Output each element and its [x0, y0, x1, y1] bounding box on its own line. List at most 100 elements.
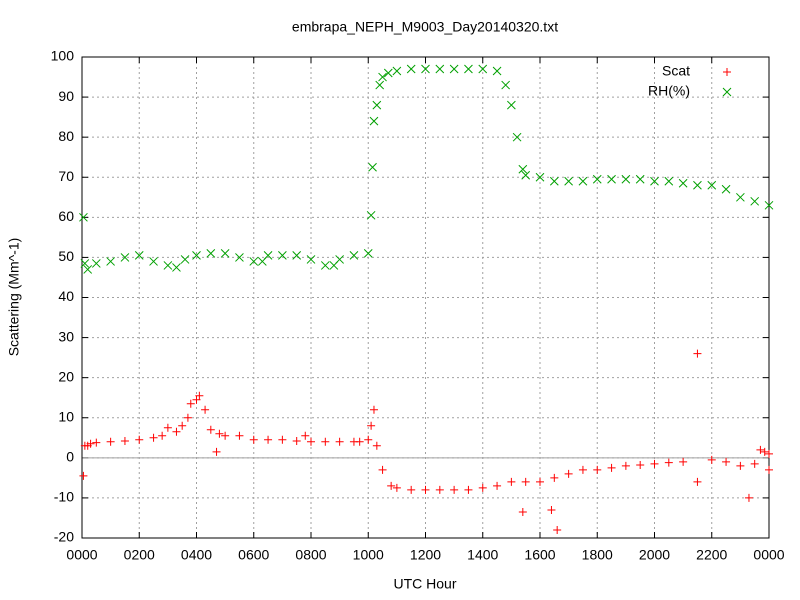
data-point [372, 100, 382, 110]
data-point [518, 507, 527, 516]
x-tick-label: 2000 [639, 547, 670, 563]
x-tick-label: 1000 [353, 547, 384, 563]
legend-marker [722, 87, 732, 97]
data-point [372, 441, 381, 450]
data-point [578, 176, 588, 186]
data-point [92, 438, 101, 447]
data-point [607, 463, 616, 472]
data-point [320, 261, 330, 270]
data-point [578, 465, 587, 474]
data-point [621, 174, 631, 184]
data-point [518, 164, 528, 174]
y-tick-label: 30 [58, 328, 74, 344]
data-point [106, 437, 115, 446]
y-tick-label: 20 [58, 368, 74, 384]
data-point [383, 68, 393, 78]
data-point [158, 431, 167, 440]
legend-label: Scat [662, 63, 690, 79]
data-point [149, 433, 158, 442]
data-point [368, 162, 377, 172]
data-point [736, 461, 745, 470]
data-point [375, 80, 385, 90]
data-point [392, 66, 402, 76]
data-point [235, 253, 244, 262]
data-point [564, 176, 573, 186]
legend-marker [723, 68, 731, 76]
data-point [120, 253, 130, 262]
y-tick-label: -10 [54, 489, 74, 505]
y-tick-label: 50 [58, 248, 74, 264]
data-point [149, 257, 158, 266]
data-point [593, 465, 602, 474]
data-point [221, 431, 230, 440]
y-tick-label: 80 [58, 128, 74, 144]
data-point [91, 259, 101, 268]
x-tick-label: 1200 [410, 547, 441, 563]
data-point [507, 477, 516, 486]
data-point [335, 437, 344, 446]
data-point [215, 429, 224, 438]
data-point [721, 184, 731, 194]
x-tick-label: 0800 [295, 547, 326, 563]
data-point [335, 255, 344, 264]
data-point [450, 485, 459, 494]
data-point [369, 116, 379, 126]
data-point [186, 399, 195, 408]
data-point [172, 263, 181, 272]
data-point [306, 255, 316, 264]
data-point [278, 435, 287, 444]
x-tick-label: 0400 [181, 547, 212, 563]
x-tick-label: 0000 [66, 547, 97, 563]
data-point [301, 431, 310, 440]
y-tick-label: 0 [66, 449, 74, 465]
data-point [765, 449, 773, 458]
data-point [178, 421, 187, 430]
data-point [478, 483, 487, 492]
x-tick-label: 0000 [753, 547, 784, 563]
y-tick-label: 40 [58, 288, 74, 304]
data-point [292, 436, 301, 445]
data-point [521, 477, 530, 486]
data-point [212, 447, 221, 456]
data-point [86, 439, 95, 448]
data-point [363, 249, 373, 258]
data-point [760, 447, 769, 456]
data-point [366, 210, 376, 220]
data-point [79, 471, 88, 480]
data-point [378, 465, 387, 474]
data-point [736, 192, 745, 202]
chart-title: embrapa_NEPH_M9003_Day20140320.txt [292, 19, 558, 35]
x-axis-label: UTC Hour [393, 576, 456, 592]
data-point [378, 72, 387, 82]
data-point [636, 461, 645, 470]
data-point [744, 493, 753, 502]
y-tick-label: 10 [58, 408, 74, 424]
data-point [464, 64, 473, 74]
x-tick-label: 1400 [467, 547, 498, 563]
data-point [449, 64, 459, 74]
data-point [693, 349, 702, 358]
data-point [764, 200, 774, 210]
data-point [592, 174, 602, 184]
data-point [435, 64, 445, 74]
data-point [387, 481, 396, 490]
data-point [321, 437, 330, 446]
data-point [163, 423, 172, 432]
y-axis-label: Scattering (Mm^-1) [6, 238, 22, 357]
data-point [120, 436, 129, 445]
data-point [134, 251, 144, 260]
data-point [664, 458, 673, 467]
y-tick-label: 100 [51, 48, 75, 64]
data-point [206, 249, 216, 258]
data-point [512, 132, 522, 142]
data-point [765, 465, 773, 474]
x-tick-label: 0600 [238, 547, 269, 563]
data-point [195, 391, 204, 400]
data-point [707, 180, 717, 190]
data-point [263, 251, 273, 260]
data-point [493, 481, 502, 490]
data-point [650, 176, 659, 186]
data-point [278, 251, 287, 260]
data-point [192, 251, 201, 260]
